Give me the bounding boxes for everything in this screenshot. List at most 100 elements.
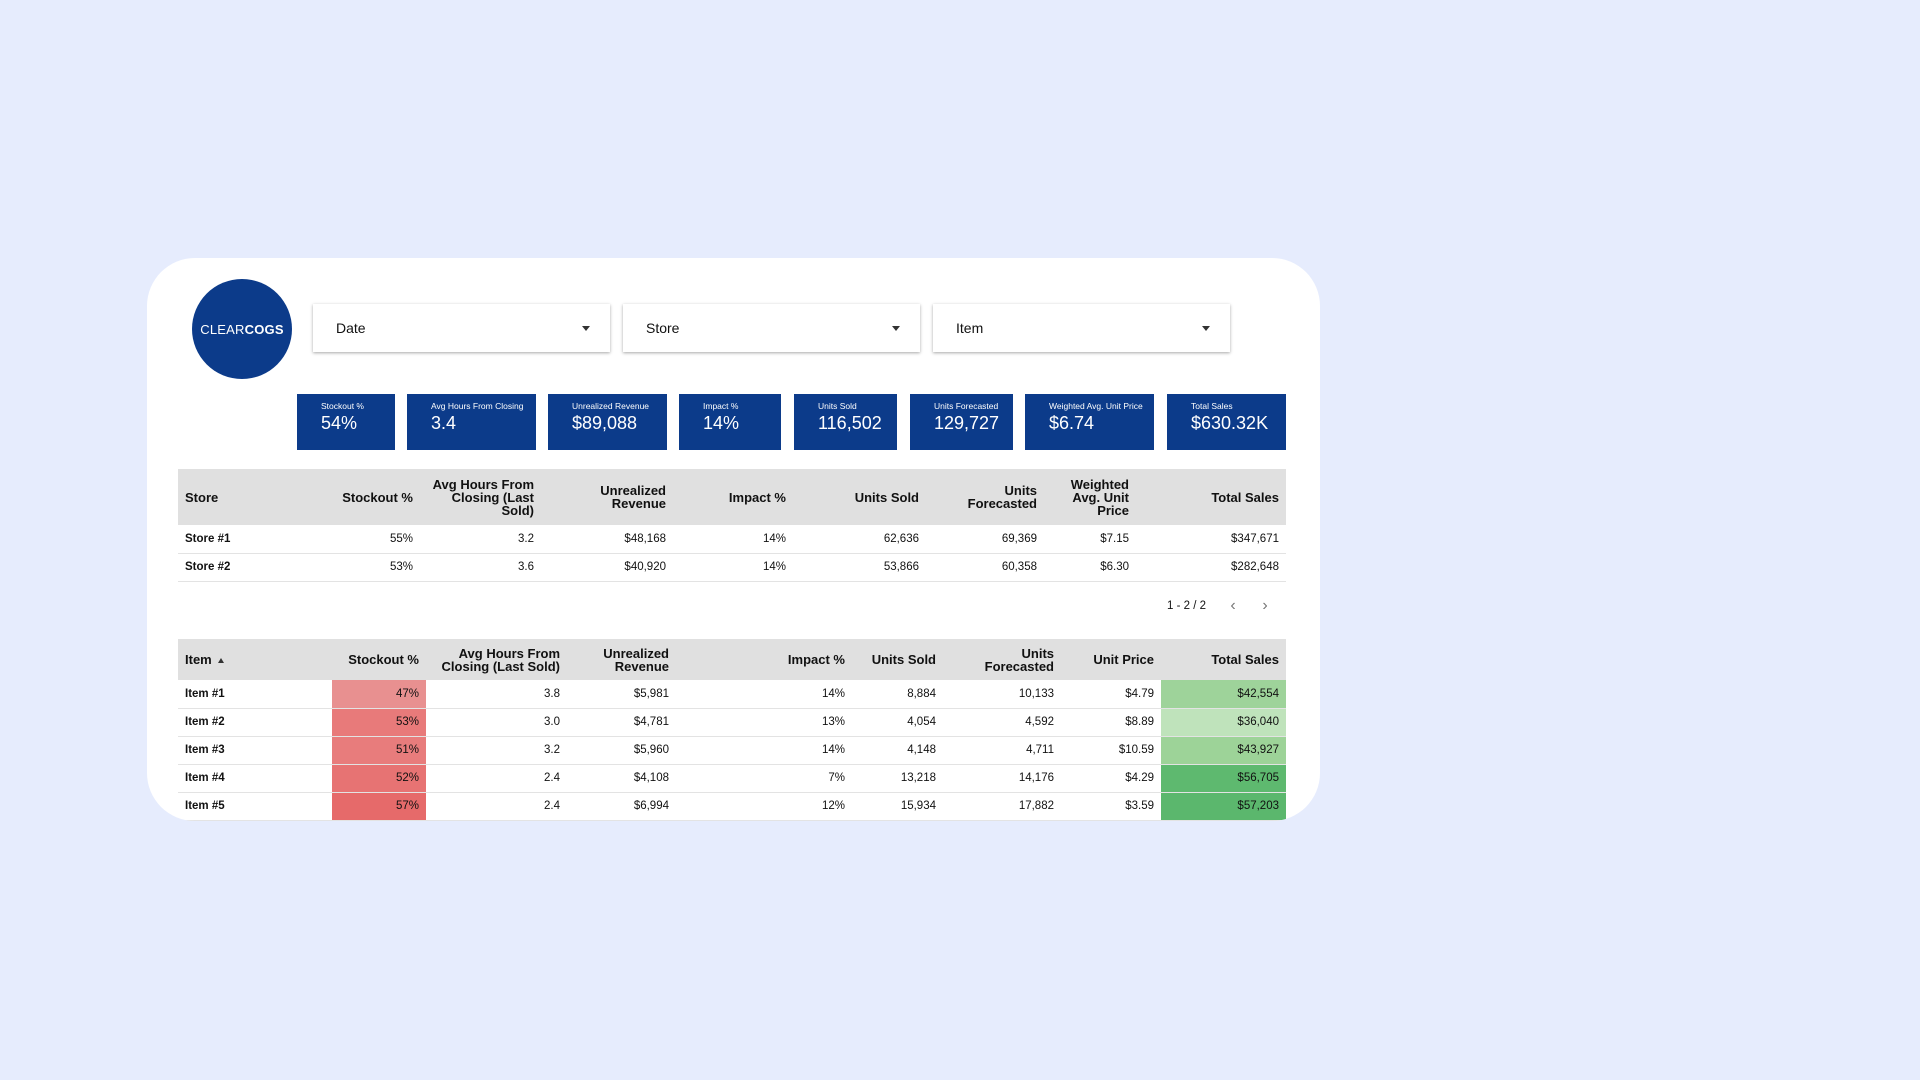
stockout-heat-cell: 57% [332, 792, 426, 821]
column-header-stockout[interactable]: Stockout % [332, 639, 426, 680]
column-header-avg-hours[interactable]: Avg Hours From Closing (Last Sold) [420, 469, 541, 525]
column-header-unrealized-revenue[interactable]: Unrealized Revenue [567, 639, 676, 680]
column-header-total-sales[interactable]: Total Sales [1136, 469, 1286, 525]
cell: 7% [676, 764, 852, 793]
kpi-label: Stockout % [321, 401, 364, 411]
date-filter-label: Date [336, 320, 366, 336]
cell: $5,960 [567, 736, 676, 765]
column-header-item[interactable]: Item [178, 639, 332, 680]
column-header-impact[interactable]: Impact % [676, 639, 852, 680]
table-row[interactable]: Store #2 53% 3.6 $40,920 14% 53,866 60,3… [178, 553, 1286, 582]
column-header-stockout[interactable]: Stockout % [298, 469, 420, 525]
column-header-units-sold[interactable]: Units Sold [793, 469, 926, 525]
cell: Item #4 [178, 764, 332, 793]
kpi-units-forecasted: Units Forecasted 129,727 [910, 394, 1013, 450]
item-filter-label: Item [956, 320, 984, 336]
cell: Store #1 [178, 525, 298, 554]
pagination-range: 1 - 2 / 2 [1167, 600, 1206, 612]
prev-page-icon[interactable]: ‹ [1230, 597, 1236, 614]
store-filter-dropdown[interactable]: Store [623, 304, 920, 352]
cell: 55% [298, 525, 420, 554]
kpi-value: $89,088 [572, 413, 638, 433]
kpi-value: $630.32K [1191, 413, 1269, 433]
cell: Item #5 [178, 792, 332, 821]
kpi-value: 116,502 [818, 413, 882, 433]
table-row[interactable]: Store #1 55% 3.2 $48,168 14% 62,636 69,3… [178, 525, 1286, 554]
cell: $7.15 [1044, 525, 1136, 554]
cell: 4,054 [852, 708, 943, 737]
kpi-value: 14% [703, 413, 740, 433]
column-header-avg-hours[interactable]: Avg Hours From Closing (Last Sold) [426, 639, 567, 680]
kpi-label: Unrealized Revenue [572, 401, 650, 411]
kpi-unrealized-revenue: Unrealized Revenue $89,088 [548, 394, 667, 450]
cell: 62,636 [793, 525, 926, 554]
kpi-label: Total Sales [1191, 401, 1233, 411]
cell: 12% [676, 792, 852, 821]
sales-heat-cell: $56,705 [1161, 764, 1286, 793]
cell: $8.89 [1061, 708, 1161, 737]
cell: 14% [676, 736, 852, 765]
cell: $4,781 [567, 708, 676, 737]
cell: 13% [676, 708, 852, 737]
column-header-units-forecasted[interactable]: Units Forecasted [943, 639, 1061, 680]
next-page-icon[interactable]: › [1262, 597, 1268, 614]
kpi-value: 129,727 [934, 413, 1000, 433]
cell: 3.8 [426, 680, 567, 709]
kpi-stockout: Stockout % 54% [297, 394, 395, 450]
cell: $10.59 [1061, 736, 1161, 765]
cell: $4,108 [567, 764, 676, 793]
logo-text-cogs: COGS [244, 321, 284, 337]
table-row[interactable]: Item #2 53% 3.0 $4,781 13% 4,054 4,592 $… [178, 708, 1286, 737]
cell: 15,934 [852, 792, 943, 821]
column-header-unit-price[interactable]: Unit Price [1061, 639, 1161, 680]
cell: Item #1 [178, 680, 332, 709]
cell: 69,369 [926, 525, 1044, 554]
kpi-value: $6.74 [1049, 413, 1095, 433]
cell: Store #2 [178, 553, 298, 582]
cell: 53,866 [793, 553, 926, 582]
column-header-store[interactable]: Store [178, 469, 298, 525]
table-row[interactable]: Item #4 52% 2.4 $4,108 7% 13,218 14,176 … [178, 764, 1286, 793]
cell: $4.79 [1061, 680, 1161, 709]
cell: 10,133 [943, 680, 1061, 709]
stockout-heat-cell: 51% [332, 736, 426, 765]
table-header-row: Item Stockout % Avg Hours From Closing (… [178, 639, 1286, 680]
table-row[interactable]: Item #5 57% 2.4 $6,994 12% 15,934 17,882… [178, 792, 1286, 821]
cell: 8,884 [852, 680, 943, 709]
cell: 3.0 [426, 708, 567, 737]
cell: 4,711 [943, 736, 1061, 765]
item-filter-dropdown[interactable]: Item [933, 304, 1230, 352]
table-header-row: Store Stockout % Avg Hours From Closing … [178, 469, 1286, 525]
cell: Item #2 [178, 708, 332, 737]
cell: $5,981 [567, 680, 676, 709]
column-header-units-forecasted[interactable]: Units Forecasted [926, 469, 1044, 525]
cell: $6,994 [567, 792, 676, 821]
cell: $4.29 [1061, 764, 1161, 793]
store-filter-label: Store [646, 320, 680, 336]
cell: 14% [673, 553, 793, 582]
column-header-unrealized-revenue[interactable]: Unrealized Revenue [541, 469, 673, 525]
column-header-units-sold[interactable]: Units Sold [852, 639, 943, 680]
clearcogs-logo: CLEAR COGS [192, 279, 292, 379]
column-header-item-label: Item [185, 652, 212, 667]
cell: $282,648 [1136, 553, 1286, 582]
sales-heat-cell: $36,040 [1161, 708, 1286, 737]
kpi-label: Weighted Avg. Unit Price [1049, 401, 1143, 411]
kpi-label: Units Forecasted [934, 401, 999, 411]
column-header-total-sales[interactable]: Total Sales [1161, 639, 1286, 680]
cell: 53% [298, 553, 420, 582]
column-header-weighted-avg-price[interactable]: Weighted Avg. Unit Price [1044, 469, 1136, 525]
chevron-down-icon [1202, 325, 1210, 331]
sales-heat-cell: $42,554 [1161, 680, 1286, 709]
cell: 4,592 [943, 708, 1061, 737]
table-row[interactable]: Item #1 47% 3.8 $5,981 14% 8,884 10,133 … [178, 680, 1286, 709]
column-header-impact[interactable]: Impact % [673, 469, 793, 525]
cell: $6.30 [1044, 553, 1136, 582]
kpi-value: 3.4 [431, 413, 457, 433]
item-table: Item Stockout % Avg Hours From Closing (… [178, 639, 1286, 821]
cell: 2.4 [426, 792, 567, 821]
table-row[interactable]: Item #3 51% 3.2 $5,960 14% 4,148 4,711 $… [178, 736, 1286, 765]
cell: 60,358 [926, 553, 1044, 582]
date-filter-dropdown[interactable]: Date [313, 304, 610, 352]
logo-text-clear: CLEAR [200, 321, 245, 337]
